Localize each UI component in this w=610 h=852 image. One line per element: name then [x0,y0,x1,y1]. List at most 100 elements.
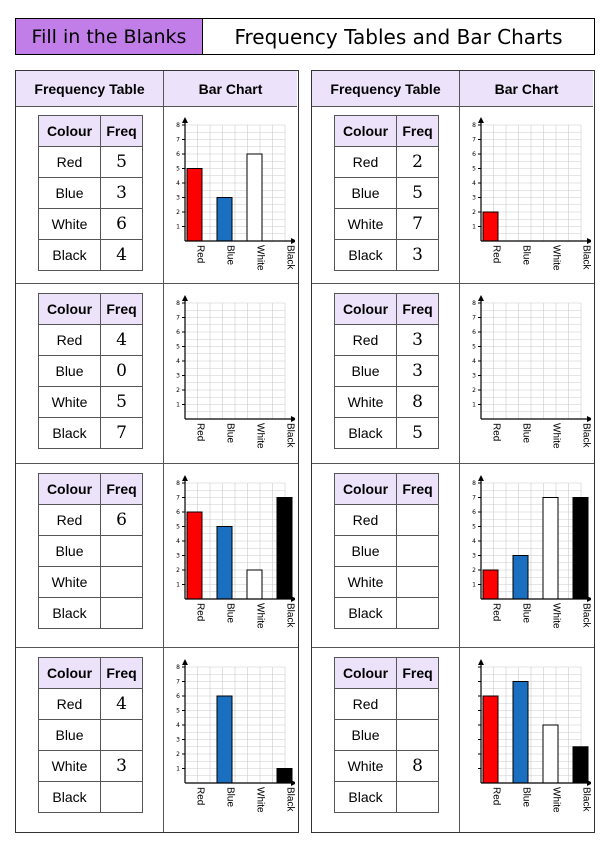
table-row: White 5 [38,386,143,418]
colour-cell: Red [334,504,397,536]
freq-header: Freq [100,473,143,505]
colour-cell: Black [38,781,101,813]
colour-cell: Blue [334,355,397,387]
colour-cell: Red [38,324,101,356]
table-row: Black 5 [334,417,439,449]
y-tick-label: 3 [472,195,476,202]
colour-cell: White [334,750,397,782]
y-tick-label: 1 [176,224,180,231]
y-tick-label: 2 [176,387,180,394]
y-axis-arrow [478,659,484,665]
freq-blank-cell[interactable] [100,781,143,813]
y-axis-arrow [182,295,188,301]
table-row: Red 5 [38,146,143,178]
y-tick-label: 3 [472,553,476,560]
x-tick-label: White [255,245,266,271]
freq-blank-cell[interactable] [396,597,439,629]
y-tick-label: 5 [176,166,180,173]
freq-blank-cell[interactable] [396,719,439,751]
colour-cell: Blue [334,177,397,209]
x-tick-label: Black [285,603,296,628]
freq-cell: 0 [100,355,143,387]
table-row: Red 6 [38,504,143,536]
y-tick-label: 5 [472,524,476,531]
bar-black [276,497,293,600]
freq-blank-cell[interactable] [396,504,439,536]
table-row: Blue 3 [334,355,439,387]
bar-red [482,695,499,784]
y-tick-label: 2 [472,209,476,216]
colour-cell: Black [334,781,397,813]
y-tick-label: 6 [176,509,180,516]
worksheet-title: Frequency Tables and Bar Charts [203,18,595,55]
table-row: Blue [334,535,439,567]
freq-header: Freq [396,293,439,325]
freq-cell: 3 [100,750,143,782]
freq-blank-cell[interactable] [396,688,439,720]
freq-blank-cell[interactable] [100,566,143,598]
bar-blue [216,695,233,784]
x-axis-arrow [587,596,591,602]
frequency-table: Colour Freq Red 3 Blue 3 White 8 Black 5 [334,293,439,449]
freq-blank-cell[interactable] [396,781,439,813]
colour-cell: Blue [38,355,101,387]
table-row: Blue 3 [38,177,143,209]
x-tick-label: Red [195,245,206,263]
header-frequency-table: Frequency Table [16,71,163,107]
table-row: Blue 0 [38,355,143,387]
freq-cell: 3 [396,239,439,271]
x-tick-label: Blue [521,423,532,443]
x-axis-arrow [587,416,591,422]
freq-header: Freq [100,657,143,689]
x-tick-label: Blue [521,603,532,623]
colour-header: Colour [334,293,397,325]
y-tick-label: 4 [176,538,180,545]
freq-cell: 4 [100,324,143,356]
bar-chart: 1 2 3 4 5 6 7 8 Red Blue White Black [472,295,591,449]
colour-cell: White [334,386,397,418]
y-axis-arrow [182,117,188,123]
colour-cell: White [38,208,101,240]
colour-cell: Red [334,324,397,356]
bar-chart: 1 2 3 4 5 6 7 8 Red Blue White Black [176,659,295,813]
y-tick-label: 1 [176,582,180,589]
x-tick-label: White [551,423,562,449]
freq-blank-cell[interactable] [100,719,143,751]
y-tick-label: 8 [472,300,476,307]
table-row: White 7 [334,208,439,240]
y-tick-label: 3 [176,195,180,202]
colour-cell: Black [334,597,397,629]
freq-cell: 6 [100,504,143,536]
freq-blank-cell[interactable] [396,566,439,598]
freq-cell: 3 [396,324,439,356]
colour-cell: Black [334,417,397,449]
row-divider [312,283,594,284]
bar-white [542,724,559,784]
x-tick-label: Blue [225,603,236,623]
table-row: Blue [38,719,143,751]
x-tick-label: Blue [521,245,532,265]
colour-cell: White [334,566,397,598]
x-axis-arrow [291,238,295,244]
y-tick-label: 6 [176,151,180,158]
bar-red [482,211,499,242]
freq-cell: 7 [100,417,143,449]
x-axis-arrow [587,238,591,244]
colour-header: Colour [38,115,101,147]
y-tick-label: 4 [472,180,476,187]
freq-blank-cell[interactable] [100,535,143,567]
frequency-table: Colour Freq Red Blue White Black [334,473,439,629]
frequency-table: Colour Freq Red 5 Blue 3 White 6 Black 4 [38,115,143,271]
colour-cell: Blue [38,719,101,751]
table-row: Blue [334,719,439,751]
table-row: Blue [38,535,143,567]
freq-blank-cell[interactable] [396,535,439,567]
bar-chart: 1 2 3 4 5 6 7 8 Red Blue White Black [176,295,295,449]
x-tick-label: White [255,603,266,629]
table-row: White [38,566,143,598]
y-tick-label: 8 [176,664,180,671]
freq-cell: 5 [100,146,143,178]
bar-chart: Red Blue White Black [478,659,591,813]
x-tick-label: Red [491,603,502,621]
freq-blank-cell[interactable] [100,597,143,629]
